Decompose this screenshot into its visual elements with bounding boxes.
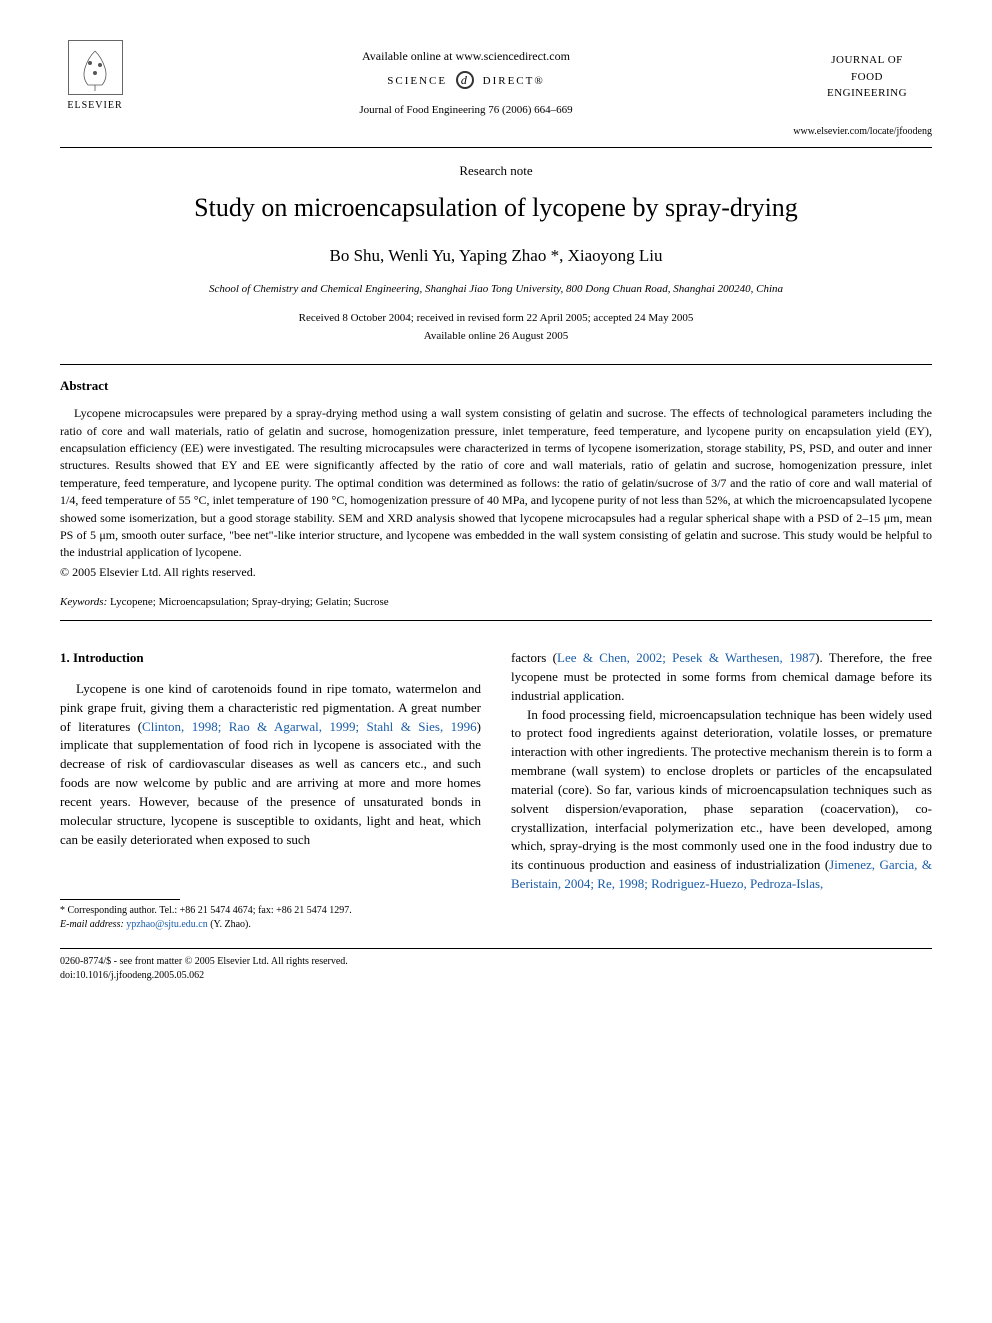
p2-text-a: In food processing field, microencapsula… — [511, 707, 932, 873]
intro-paragraph-1-continued: factors (Lee & Chen, 2002; Pesek & Warth… — [511, 649, 932, 706]
ref-link-2[interactable]: Lee & Chen, 2002; Pesek & Warthesen, 198… — [557, 650, 815, 665]
article-title: Study on microencapsulation of lycopene … — [60, 190, 932, 226]
email-link[interactable]: ypzhao@sjtu.edu.cn — [124, 919, 208, 930]
abstract-copyright: © 2005 Elsevier Ltd. All rights reserved… — [60, 564, 932, 581]
intro-paragraph-2: In food processing field, microencapsula… — [511, 706, 932, 894]
affiliation: School of Chemistry and Chemical Enginee… — [60, 282, 932, 297]
journal-name-2: FOOD — [802, 69, 932, 86]
footer-divider — [60, 948, 932, 949]
publisher-name: ELSEVIER — [67, 99, 122, 113]
journal-name-1: JOURNAL OF — [802, 52, 932, 69]
keywords-text: Lycopene; Microencapsulation; Spray-dryi… — [107, 596, 388, 608]
body-columns: 1. Introduction Lycopene is one kind of … — [60, 649, 932, 932]
abstract-heading: Abstract — [60, 377, 932, 395]
dates-received: Received 8 October 2004; received in rev… — [60, 311, 932, 326]
header-divider — [60, 147, 932, 148]
keywords-label: Keywords: — [60, 596, 107, 608]
footnote-divider — [60, 899, 180, 900]
journal-reference: Journal of Food Engineering 76 (2006) 66… — [130, 103, 802, 118]
article-type: Research note — [60, 162, 932, 180]
elsevier-tree-icon — [68, 40, 123, 95]
publisher-logo: ELSEVIER — [60, 40, 130, 120]
column-left: 1. Introduction Lycopene is one kind of … — [60, 649, 481, 932]
p1c-text-a: factors ( — [511, 650, 557, 665]
sd-d-icon: d — [456, 71, 474, 89]
issn-line: 0260-8774/$ - see front matter © 2005 El… — [60, 955, 932, 969]
science-direct-logo: SCIENCE d DIRECT® — [130, 71, 802, 89]
abstract-text: Lycopene microcapsules were prepared by … — [60, 405, 932, 562]
abstract-bottom-divider — [60, 620, 932, 621]
sd-label-2: DIRECT® — [483, 75, 545, 87]
journal-url: www.elsevier.com/locate/jfoodeng — [60, 125, 932, 139]
keywords: Keywords: Lycopene; Microencapsulation; … — [60, 595, 932, 610]
doi-line: doi:10.1016/j.jfoodeng.2005.05.062 — [60, 969, 932, 983]
authors: Bo Shu, Wenli Yu, Yaping Zhao *, Xiaoyon… — [60, 244, 932, 268]
dates-online: Available online 26 August 2005 — [60, 329, 932, 344]
p1-text-b: ) implicate that supplementation of food… — [60, 719, 481, 847]
corresponding-author-footnote: * Corresponding author. Tel.: +86 21 547… — [60, 904, 481, 918]
available-online-text: Available online at www.sciencedirect.co… — [130, 48, 802, 65]
sd-label-1: SCIENCE — [387, 75, 447, 87]
journal-name-3: ENGINEERING — [802, 85, 932, 102]
column-right: factors (Lee & Chen, 2002; Pesek & Warth… — [511, 649, 932, 932]
ref-link-1[interactable]: Clinton, 1998; Rao & Agarwal, 1999; Stah… — [142, 719, 477, 734]
section-1-heading: 1. Introduction — [60, 649, 481, 668]
header-row: ELSEVIER Available online at www.science… — [60, 40, 932, 121]
email-label: E-mail address: — [60, 919, 124, 930]
email-attr: (Y. Zhao). — [208, 919, 251, 930]
journal-name-block: JOURNAL OF FOOD ENGINEERING — [802, 40, 932, 102]
abstract-top-divider — [60, 364, 932, 365]
email-footnote: E-mail address: ypzhao@sjtu.edu.cn (Y. Z… — [60, 918, 481, 932]
intro-paragraph-1: Lycopene is one kind of carotenoids foun… — [60, 680, 481, 850]
header-center: Available online at www.sciencedirect.co… — [130, 40, 802, 121]
